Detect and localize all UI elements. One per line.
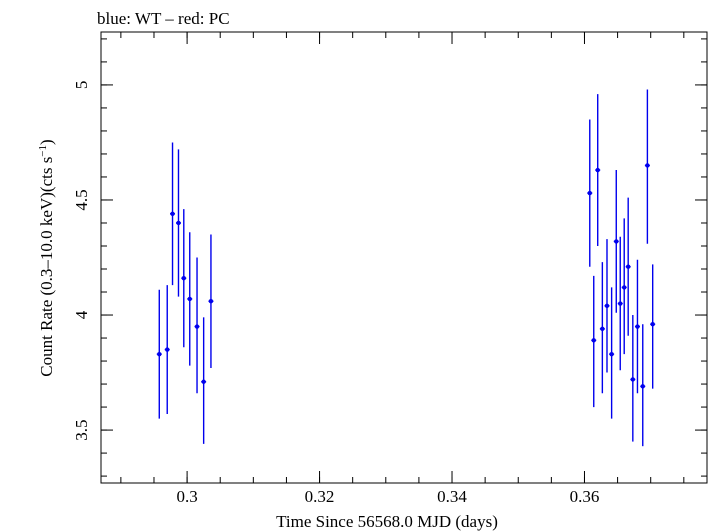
y-tick-label: 3.5 [72, 419, 91, 440]
data-point [609, 351, 614, 357]
x-tick-label: 0.34 [437, 487, 467, 506]
plot-frame [100, 31, 708, 484]
y-tick-label: 4 [72, 310, 91, 319]
data-point [630, 377, 636, 382]
data-point [595, 167, 600, 173]
y-tick-labels: 3.5 4 4.5 5 [72, 81, 91, 441]
y-tick-label: 4.5 [72, 189, 91, 210]
data-point [157, 351, 162, 357]
data-point [614, 239, 619, 244]
data-point [645, 163, 650, 168]
data-point [165, 347, 170, 352]
data-point [635, 324, 640, 329]
data-point [604, 303, 610, 309]
data-point [591, 338, 596, 343]
data-point [187, 296, 192, 302]
data-point [208, 299, 214, 304]
x-tick-label: 0.32 [305, 487, 335, 506]
data-points [156, 89, 656, 447]
x-axis-label: Time Since 56568.0 MJD (days) [276, 512, 498, 531]
data-point [201, 379, 206, 384]
data-point [640, 384, 645, 389]
data-point [170, 211, 175, 216]
chart-title: blue: WT – red: PC [97, 9, 230, 28]
data-point [181, 276, 186, 281]
x-tick-labels: 0.3 0.32 0.34 0.36 [176, 487, 599, 506]
data-point [587, 190, 592, 196]
y-axis-label-exponent: −1 [37, 145, 49, 157]
data-point [650, 322, 655, 327]
data-point [194, 324, 200, 329]
y-tick-label: 5 [72, 81, 91, 90]
y-axis-label-main: Count Rate (0.3–10.0 keV)(cts s [37, 157, 56, 377]
data-point [176, 220, 181, 226]
y-axis-label: Count Rate (0.3–10.0 keV)(cts s−1) [37, 139, 56, 376]
data-point [625, 264, 631, 269]
y-axis-label-close: ) [37, 139, 56, 145]
x-tick-label: 0.36 [570, 487, 600, 506]
data-point [600, 326, 605, 332]
axis-ticks [101, 32, 707, 483]
data-point [618, 301, 623, 306]
x-tick-label: 0.3 [176, 487, 197, 506]
data-point [622, 285, 627, 290]
